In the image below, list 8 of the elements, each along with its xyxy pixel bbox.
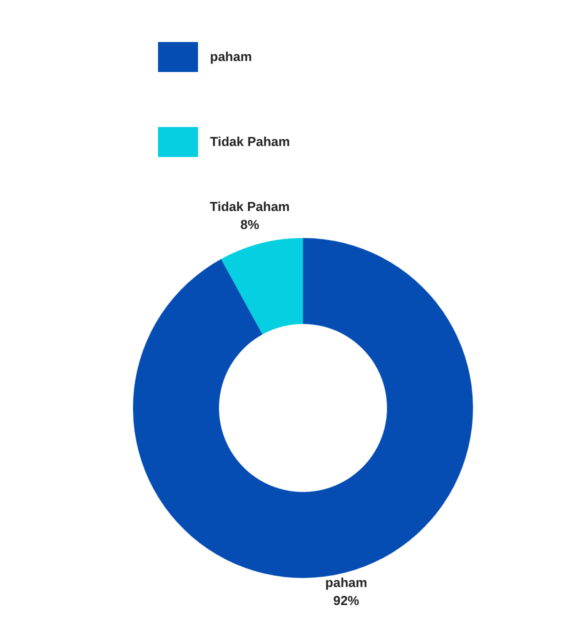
slice-label: paham	[325, 574, 368, 590]
legend-label: paham	[210, 49, 252, 64]
slice-label: Tidak Paham	[210, 199, 290, 214]
donut-slice	[221, 238, 303, 334]
data-label: 8%	[240, 217, 260, 232]
legend-label: Tidak Paham	[210, 134, 290, 149]
data-label: 92%	[333, 592, 360, 608]
donut-slice	[133, 238, 473, 578]
